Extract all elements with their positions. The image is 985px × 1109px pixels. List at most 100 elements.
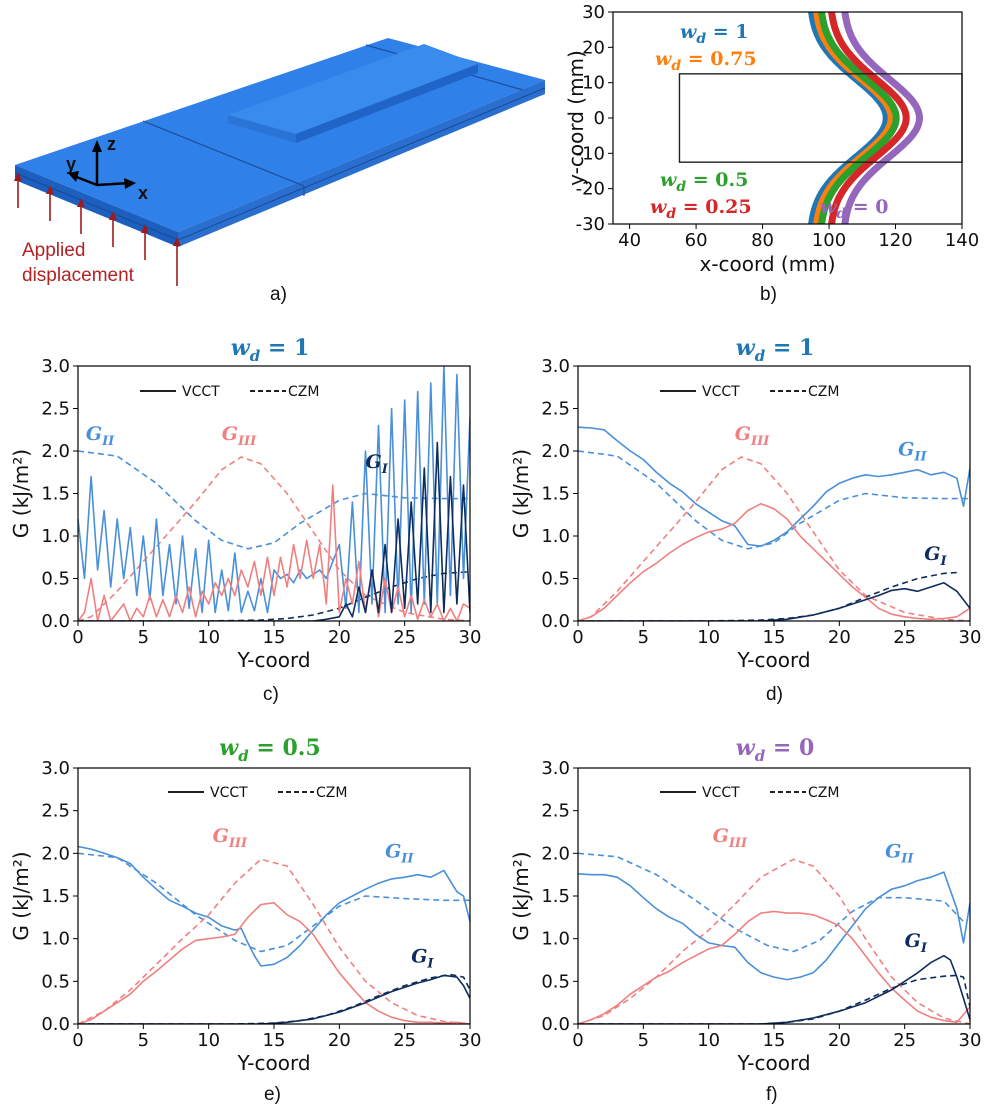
plot-frame — [577, 767, 971, 1025]
y-tick-label: 1.5 — [41, 886, 70, 907]
x-tick-label: 30 — [459, 1030, 482, 1051]
displacement-arrow — [77, 198, 85, 234]
caption-d: d) — [766, 684, 783, 705]
series-g-i-vcct — [78, 974, 470, 1024]
series-g-i-vcct — [578, 582, 970, 621]
y-tick-label: 0.0 — [41, 611, 70, 632]
front-label-wd-075: wd = 0.75 — [655, 48, 757, 74]
y-tick-label: 30 — [582, 2, 605, 23]
series-g-ii-vcct — [78, 366, 470, 614]
legend-czm-label: CZM — [808, 384, 839, 400]
legend: VCCT CZM — [140, 384, 319, 400]
label-g-iii: GIII — [213, 825, 248, 851]
x-tick-label: 80 — [751, 230, 774, 251]
x-tick-label: 120 — [878, 230, 912, 251]
caption-a: a) — [270, 284, 287, 305]
label-g-ii: GII — [385, 841, 414, 867]
y-tick-label: 1.5 — [541, 484, 570, 505]
y-tick-label: -20 — [576, 179, 605, 200]
applied-displacement-label-line2: displacement — [22, 265, 135, 286]
x-tick-label: 0 — [72, 627, 83, 648]
label-g-ii: GII — [86, 423, 115, 449]
front-curve-wd-0 — [841, 12, 923, 224]
y-tick-label: 1.0 — [41, 526, 70, 547]
caption-e: e) — [264, 1084, 281, 1105]
panel-d: d) 0 5 10 15 20 25 30 0.0 0.5 1.0 1.5 2.0 2.5 3.0 Y-co… — [509, 335, 981, 705]
displacement-arrow — [141, 224, 149, 260]
displacement-arrow — [14, 172, 22, 208]
x-tick-label: 40 — [618, 230, 641, 251]
legend-czm-label: CZM — [316, 785, 347, 801]
series-g-iii-vcct — [578, 910, 970, 1024]
plate-doubler-top — [228, 44, 478, 134]
y-tick-label: 2.5 — [41, 801, 70, 822]
y-tick-label: 0.5 — [541, 569, 570, 590]
y-axis-label: G (kJ/m²) — [9, 449, 33, 538]
axis-z-label: z — [107, 134, 116, 154]
x-tick-label: 30 — [959, 1030, 982, 1051]
x-tick-label: 15 — [763, 627, 786, 648]
legend-vcct-label: VCCT — [182, 384, 220, 400]
series-g-iii-czm — [578, 456, 970, 621]
front-label-wd-05: wd = 0.5 — [660, 169, 748, 195]
panel-c: c) 0 5 10 15 20 25 30 0.0 0.5 1.0 1.5 2.0 2.5 3.0 Y-co… — [9, 335, 481, 705]
x-tick-label: 25 — [393, 627, 416, 648]
label-g-iii: GIII — [735, 423, 770, 449]
y-tick-label: 0.0 — [41, 1014, 70, 1035]
legend-vcct-label: VCCT — [702, 785, 740, 801]
chart-title: wd = 1 — [231, 335, 310, 365]
x-tick-label: 100 — [812, 230, 846, 251]
label-g-i: GI — [365, 451, 388, 477]
label-g-iii: GIII — [713, 825, 748, 851]
x-axis-label: Y-coord — [736, 648, 810, 672]
x-tick-label: 0 — [572, 627, 583, 648]
panel-a: z x y Applied displacement a) — [14, 38, 546, 305]
chart-title: wd = 0.5 — [219, 735, 320, 765]
x-tick-label: 0 — [572, 1030, 583, 1051]
y-tick-label: 0.5 — [41, 971, 70, 992]
y-tick-label: 2.5 — [541, 399, 570, 420]
displacement-arrow — [109, 211, 117, 247]
x-tick-label: 10 — [697, 1030, 720, 1051]
x-tick-label: 20 — [328, 1030, 351, 1051]
x-tick-label: 20 — [828, 627, 851, 648]
panel-f: f) 0 5 10 15 20 25 30 0.0 0.5 1.0 1.5 2.0 2.5 3.0 Y-co… — [509, 735, 981, 1105]
x-tick-label: 25 — [393, 1030, 416, 1051]
x-tick-label: 15 — [763, 1030, 786, 1051]
label-g-i: GI — [905, 930, 928, 956]
series-g-iii-vcct — [578, 502, 970, 621]
legend-czm-label: CZM — [288, 384, 319, 400]
label-g-i: GI — [411, 946, 434, 972]
x-tick-label: 60 — [685, 230, 708, 251]
series-g-ii-vcct — [578, 871, 970, 981]
y-axis-label: y-coord (mm) — [564, 50, 588, 186]
y-tick-label: -30 — [576, 214, 605, 235]
y-tick-label: 2.0 — [541, 441, 570, 462]
front-label-wd-025: wd = 0.25 — [650, 196, 752, 222]
y-tick-label: 3.0 — [541, 356, 570, 377]
y-tick-label: 10 — [582, 73, 605, 94]
y-tick-label: 2.5 — [41, 399, 70, 420]
y-tick-label: 1.5 — [541, 886, 570, 907]
front-curves — [808, 12, 923, 224]
panel-e: e) 0 5 10 15 20 25 30 0.0 0.5 1.0 1.5 2.0 2.5 3.0 Y-co… — [9, 735, 481, 1105]
front-curve-wd-075 — [813, 12, 895, 224]
label-g-i: GI — [924, 543, 947, 569]
series-g-ii-czm — [78, 450, 470, 550]
series-g-i-vcct — [78, 441, 470, 621]
x-tick-label: 30 — [959, 627, 982, 648]
y-tick-label: 1.5 — [41, 484, 70, 505]
plate-3d — [14, 38, 546, 247]
y-tick-label: -10 — [576, 143, 605, 164]
label-g-ii: GII — [885, 841, 914, 867]
front-curve-wd-05 — [818, 12, 900, 224]
x-tick-label: 10 — [697, 627, 720, 648]
panel-b: b) 40 60 80 100 120 140 -30 -20 -10 0 10 20 30 x-coor… — [564, 2, 979, 305]
series-g-ii-vcct — [578, 426, 970, 547]
series-g-iii-vcct — [78, 484, 470, 621]
y-tick-label: 2.0 — [541, 843, 570, 864]
displacement-arrow — [173, 237, 181, 286]
y-tick-label: 3.0 — [41, 356, 70, 377]
caption-b: b) — [760, 284, 777, 305]
